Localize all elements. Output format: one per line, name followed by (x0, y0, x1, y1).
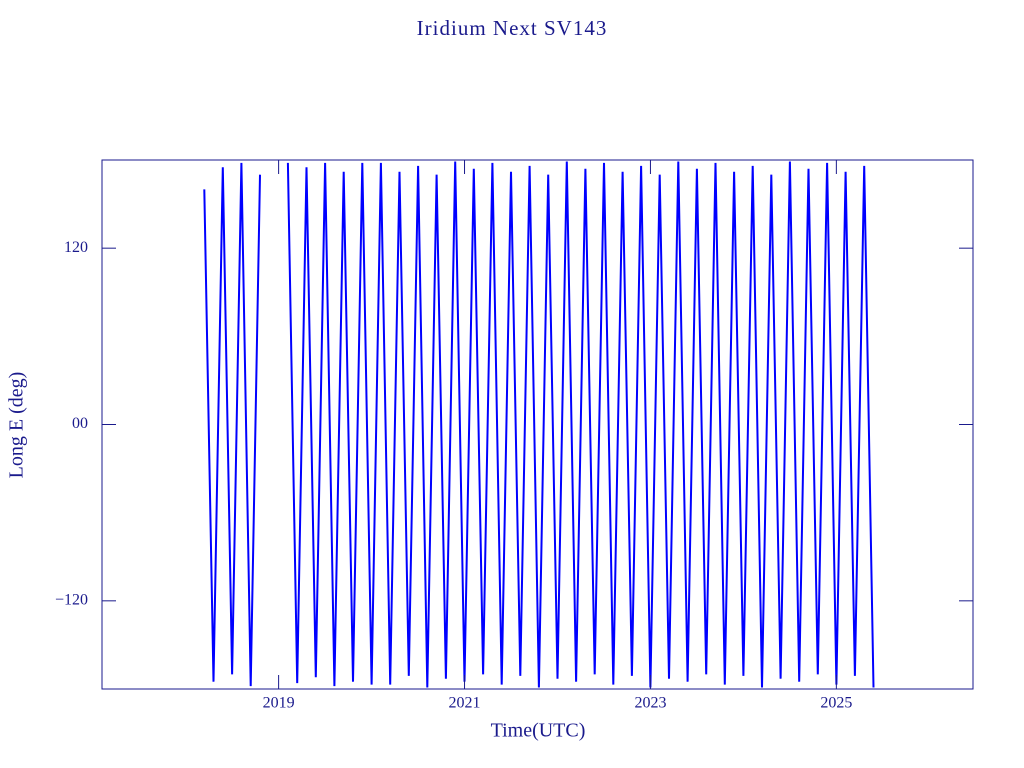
chart-title: Iridium Next SV143 (417, 16, 608, 40)
y-tick-label: 120 (64, 239, 88, 256)
x-axis-label: Time(UTC) (491, 720, 586, 742)
x-tick-label: 2019 (263, 695, 295, 712)
series-line (203, 161, 875, 688)
x-tick-label: 2025 (820, 695, 852, 712)
x-tick-label: 2021 (449, 695, 481, 712)
y-axis-label: Long E (deg) (6, 372, 28, 479)
y-tick-label: 00 (72, 415, 88, 432)
x-tick-label: 2023 (634, 695, 666, 712)
y-tick-label: −120 (55, 592, 88, 609)
